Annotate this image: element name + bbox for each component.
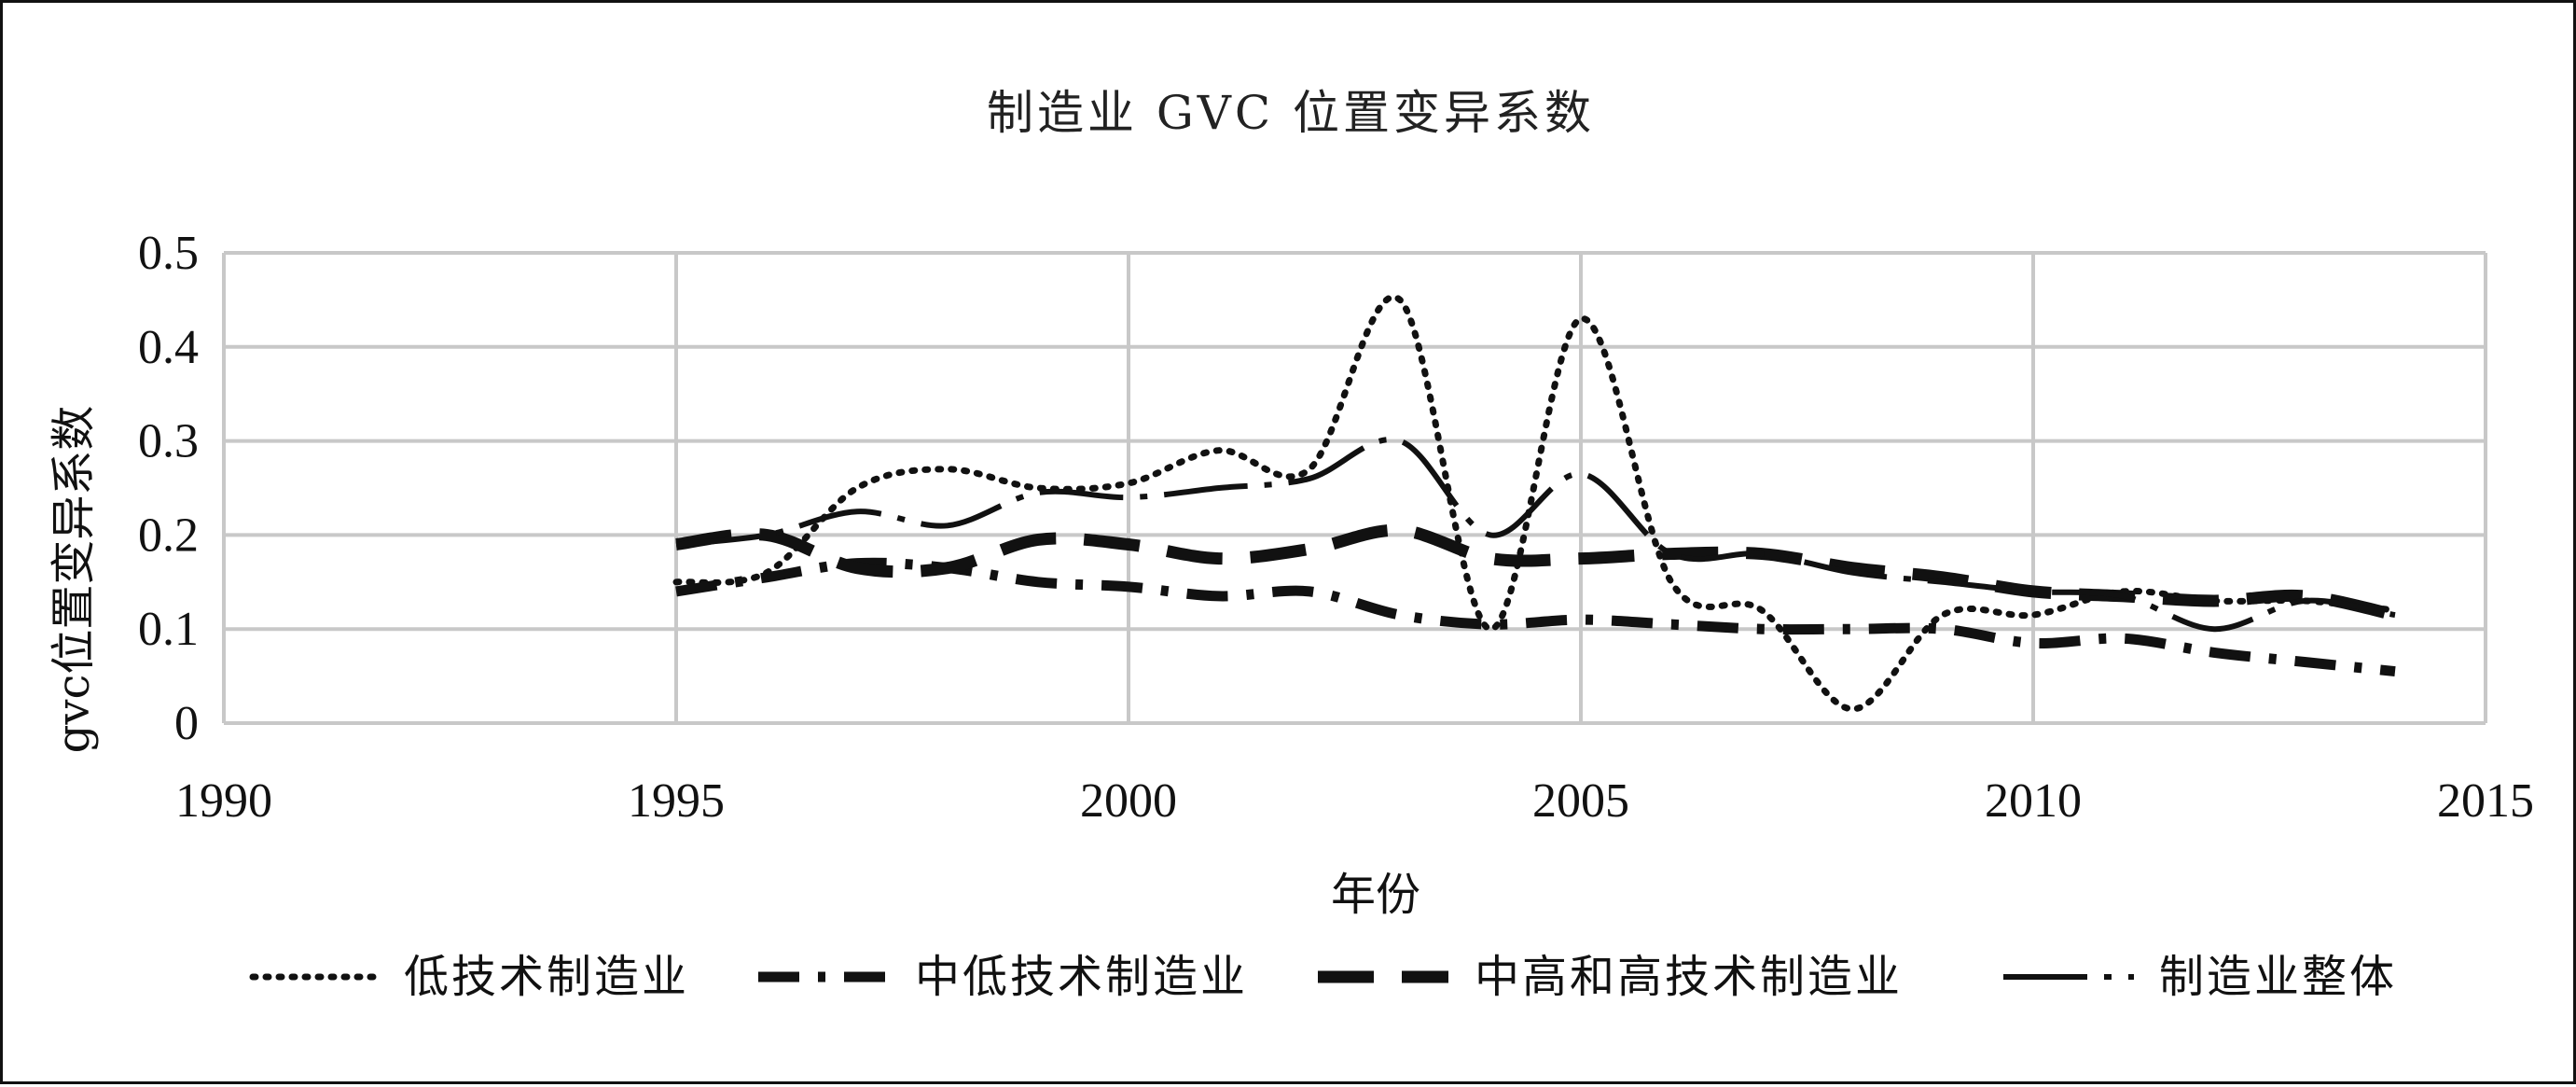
y-tick-label: 0.3 [138, 415, 199, 468]
series-line-mid-low-tech [676, 563, 2395, 671]
y-tick-label: 0.1 [138, 603, 199, 656]
series-layer [676, 297, 2395, 709]
legend-label-low-tech: 低技术制造业 [404, 951, 689, 1003]
legend-label-manufacturing-total: 制造业整体 [2159, 951, 2397, 1003]
x-axis-label: 年份 [1331, 869, 1420, 921]
legend-label-mid-low-tech: 中低技术制造业 [915, 951, 1248, 1003]
x-tick-label: 2005 [1532, 774, 1629, 828]
y-tick-label: 0.5 [138, 227, 199, 280]
y-axis-label: gvc位置变异系数 [48, 406, 100, 754]
x-tick-label: 2015 [2437, 774, 2534, 828]
grid-layer [224, 253, 2486, 723]
legend: 低技术制造业 中低技术制造业 中高和高技术制造业 制造业整体 [253, 951, 2397, 1003]
x-tick-label: 2000 [1080, 774, 1177, 828]
legend-label-mid-high-tech: 中高和高技术制造业 [1475, 951, 1903, 1003]
series-line-mid-high-tech [676, 530, 2395, 615]
tick-layer: 0 0.1 0.2 0.3 0.4 0.5 1990 1995 2000 2005 2010 2015 [138, 227, 2534, 828]
y-tick-label: 0.4 [138, 321, 199, 374]
chart-title: 制造业 GVC 位置变异系数 [987, 86, 1595, 140]
y-tick-label: 0.2 [138, 509, 199, 562]
y-tick-label: 0 [174, 697, 199, 750]
x-tick-label: 1995 [628, 774, 725, 828]
chart-svg: 制造业 GVC 位置变异系数 0 0.1 0.2 0.3 0.4 0.5 1990 1995 2… [3, 3, 2576, 1087]
x-tick-label: 2010 [1985, 774, 2082, 828]
x-tick-label: 1990 [175, 774, 272, 828]
